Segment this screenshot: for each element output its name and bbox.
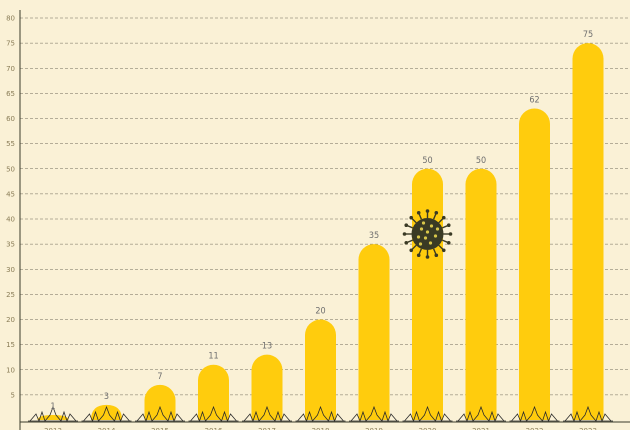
data-label: 50	[476, 156, 486, 166]
gridlines	[20, 17, 630, 396]
bar-2023	[572, 43, 604, 420]
data-label: 20	[315, 307, 325, 317]
virus-spike-tip	[441, 215, 446, 220]
bar-base-decorations	[28, 405, 613, 423]
virus-spot	[418, 242, 423, 246]
y-tick-label: 75	[6, 40, 15, 48]
virus-spike-tip	[446, 223, 451, 227]
virus-spot	[433, 234, 438, 238]
data-label: 3	[104, 392, 109, 402]
x-tick-label: 2018	[312, 427, 330, 430]
virus-spike-tip	[425, 209, 430, 213]
virus-spike-tip	[402, 232, 407, 236]
x-tick-label: 2013	[44, 427, 62, 430]
bar-2017	[251, 354, 283, 420]
y-tick-label: 45	[6, 190, 15, 198]
x-tick-label: 2023	[579, 427, 597, 430]
x-tick-label: 2017	[258, 427, 276, 430]
virus-spike-tip	[416, 253, 421, 258]
bar-2020	[412, 168, 443, 420]
y-tick-label: 60	[6, 115, 15, 123]
virus-spot	[416, 235, 421, 239]
x-tick-label: 2016	[205, 427, 223, 430]
y-tick-label: 55	[6, 140, 15, 148]
data-label: 50	[422, 156, 432, 166]
virus-spike-tip	[434, 253, 439, 258]
data-label: 62	[529, 95, 539, 105]
virus-spike-tip	[434, 210, 439, 215]
bar-2021	[465, 168, 497, 420]
y-tick-label: 20	[6, 316, 15, 324]
x-tick-label: 2019	[365, 427, 383, 430]
virus-spot	[421, 221, 426, 225]
virus-spike-tip	[404, 223, 409, 227]
virus-spike-tip	[441, 248, 446, 253]
virus-spike-tip	[409, 248, 414, 253]
y-tick-label: 25	[6, 291, 15, 299]
y-tick-label: 10	[6, 366, 15, 374]
bar-2014	[91, 404, 122, 420]
virus-icon	[402, 209, 453, 259]
y-tick-label: 30	[6, 266, 15, 274]
virus-spot	[419, 227, 424, 231]
y-tick-label: 40	[6, 216, 15, 224]
data-label: 1	[50, 402, 55, 412]
y-tick-label: 70	[6, 65, 15, 73]
virus-spike-tip	[448, 232, 453, 236]
bar-2016	[198, 364, 229, 420]
x-tick-label: 2020	[419, 427, 437, 430]
virus-spot	[428, 241, 433, 245]
virus-body	[411, 218, 444, 250]
x-tick-label: 2022	[526, 427, 544, 430]
virus-spike-tip	[409, 215, 414, 220]
virus-spot	[435, 227, 440, 231]
y-tick-label: 15	[6, 341, 15, 349]
virus-spot	[423, 236, 428, 240]
data-label: 75	[583, 30, 593, 40]
bar-2013	[37, 414, 69, 420]
bar-2019	[358, 244, 390, 420]
x-axis-ticks: 2013 2014 2015 2016 2017 2018 2019 2020 2021 2022…	[44, 427, 597, 430]
virus-spike-tip	[416, 210, 421, 215]
y-tick-label: 5	[11, 391, 15, 399]
x-tick-label: 2015	[151, 427, 169, 430]
data-label: 11	[208, 352, 218, 362]
y-axis-ticks: 5 10 15 20 25 30 35 40 45 50 55 60 65 70 75 80	[6, 15, 15, 400]
x-tick-label: 2014	[98, 427, 116, 430]
x-tick-label: 2021	[472, 427, 490, 430]
virus-spike-tip	[425, 255, 430, 259]
virus-spot	[425, 230, 430, 234]
y-tick-label: 65	[6, 90, 15, 98]
bar-2022	[519, 108, 550, 421]
data-label: 7	[157, 372, 162, 382]
virus-spike-tip	[404, 241, 409, 245]
y-tick-label: 80	[6, 15, 15, 23]
y-tick-label: 35	[6, 241, 15, 249]
virus-spike-tip	[446, 241, 451, 245]
y-tick-label: 50	[6, 165, 15, 173]
virus-spot	[429, 224, 434, 228]
bar-2018	[305, 319, 336, 420]
data-label: 13	[262, 342, 272, 352]
data-label: 35	[369, 231, 379, 241]
bar-2015	[144, 384, 176, 420]
